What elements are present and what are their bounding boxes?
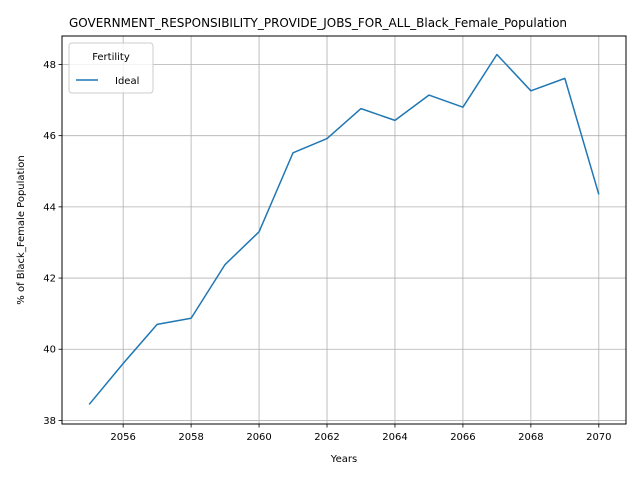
x-tick-label: 2056 (110, 432, 135, 443)
legend-box (68, 42, 154, 94)
y-tick-label: 48 (43, 60, 56, 71)
x-tick-label: 2068 (518, 432, 543, 443)
legend: Fertility Ideal (68, 42, 154, 94)
y-tick-label: 42 (43, 274, 56, 285)
x-axis-label: Years (330, 454, 357, 465)
chart-title: GOVERNMENT_RESPONSIBILITY_PROVIDE_JOBS_F… (69, 16, 567, 30)
x-tick-label: 2064 (382, 432, 407, 443)
y-tick-label: 40 (43, 345, 56, 356)
plot-frame (61, 35, 627, 425)
series-group (88, 53, 600, 405)
x-tick-label: 2058 (178, 432, 203, 443)
x-tick-label: 2062 (314, 432, 339, 443)
y-axis-label: % of Black_Female Population (16, 155, 27, 304)
axis-ticks: 2056 2058 2060 2062 2064 2066 2068 2070 38 40 42 44… (43, 60, 611, 443)
y-tick-label: 38 (43, 416, 56, 427)
x-tick-label: 2060 (246, 432, 271, 443)
x-tick-label: 2066 (450, 432, 475, 443)
legend-title: Fertility (92, 52, 130, 63)
y-tick-label: 46 (43, 131, 56, 142)
legend-label-ideal: Ideal (115, 76, 139, 87)
x-tick-label: 2070 (586, 432, 611, 443)
series-line-ideal (88, 53, 600, 405)
y-tick-label: 44 (43, 202, 56, 213)
grid-lines (62, 36, 626, 424)
